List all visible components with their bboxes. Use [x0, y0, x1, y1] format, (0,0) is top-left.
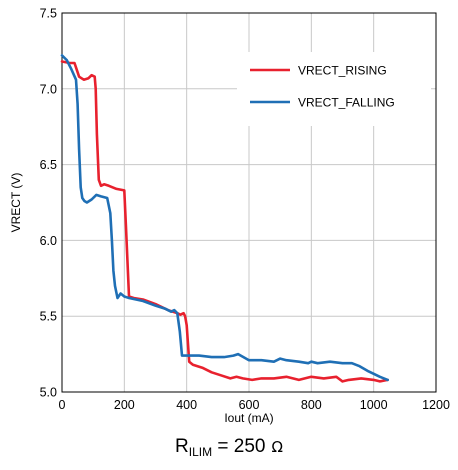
y-tick-label: 6.0 [40, 234, 57, 248]
series-line-vrect-rising [60, 60, 390, 383]
x-tick-label: 0 [59, 398, 66, 412]
x-tick-label: 1200 [422, 398, 450, 412]
x-axis-ticks: 0 200 400 600 800 1000 1200 [59, 398, 450, 412]
legend-background [237, 52, 431, 126]
chart: 0 200 400 600 800 1000 1200 5.0 5.5 6.0 6.5 7.0 7.5… [9, 7, 450, 426]
x-tick-label: 800 [301, 398, 322, 412]
y-axis-ticks: 5.0 5.5 6.0 6.5 7.0 7.5 [40, 7, 57, 400]
y-tick-label: 5.5 [40, 310, 57, 324]
y-tick-label: 5.0 [40, 386, 57, 400]
y-axis-label: VRECT (V) [9, 173, 23, 233]
series-line-vrect-falling [60, 54, 390, 382]
caption-value: = 250 [212, 436, 266, 457]
x-tick-label: 1000 [360, 398, 388, 412]
x-tick-label: 400 [176, 398, 197, 412]
x-tick-label: 600 [239, 398, 260, 412]
y-tick-label: 7.5 [40, 7, 57, 21]
series-layer [60, 54, 390, 383]
legend-label: VRECT_FALLING [298, 96, 395, 110]
legend: VRECT_RISING VRECT_FALLING [237, 52, 431, 126]
y-tick-label: 7.0 [40, 82, 57, 96]
caption: RILIM = 250 Ω [0, 436, 458, 459]
caption-prefix: R [175, 436, 189, 457]
x-axis-label: Iout (mA) [224, 411, 273, 425]
legend-label: VRECT_RISING [298, 64, 387, 78]
x-tick-label: 200 [114, 398, 135, 412]
plot-frame [61, 12, 437, 393]
caption-unit: Ω [271, 438, 283, 456]
caption-subscript: ILIM [188, 445, 213, 459]
y-tick-label: 6.5 [40, 158, 57, 172]
